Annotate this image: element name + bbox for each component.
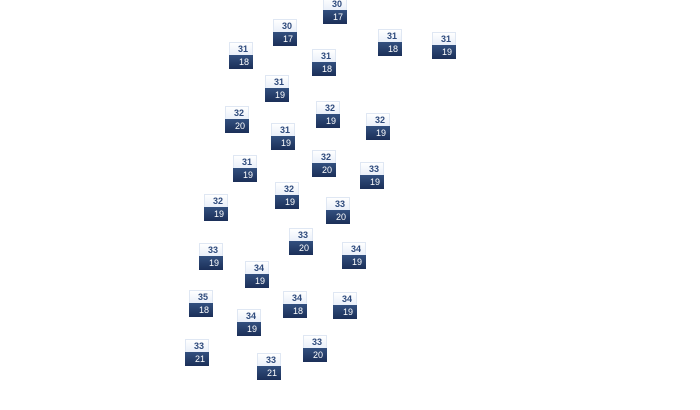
high-temperature: 34 [333, 292, 357, 305]
temperature-marker[interactable]: 32 19 [316, 101, 340, 129]
low-temperature: 19 [360, 175, 384, 189]
low-temperature: 18 [229, 55, 253, 69]
temperature-marker[interactable]: 33 20 [289, 228, 313, 256]
high-temperature: 30 [273, 19, 297, 32]
temperature-marker[interactable]: 32 19 [275, 182, 299, 210]
high-temperature: 31 [312, 49, 336, 62]
low-temperature: 17 [273, 32, 297, 46]
low-temperature: 21 [257, 366, 281, 380]
high-temperature: 31 [265, 75, 289, 88]
temperature-marker[interactable]: 33 21 [185, 339, 209, 367]
temperature-marker[interactable]: 31 19 [265, 75, 289, 103]
temperature-marker[interactable]: 33 19 [360, 162, 384, 190]
high-temperature: 32 [275, 182, 299, 195]
high-temperature: 32 [225, 106, 249, 119]
temperature-marker[interactable]: 31 19 [233, 155, 257, 183]
high-temperature: 33 [185, 339, 209, 352]
high-temperature: 33 [303, 335, 327, 348]
high-temperature: 31 [271, 123, 295, 136]
high-temperature: 31 [229, 42, 253, 55]
low-temperature: 20 [225, 119, 249, 133]
high-temperature: 34 [245, 261, 269, 274]
temperature-marker[interactable]: 32 20 [225, 106, 249, 134]
high-temperature: 31 [432, 32, 456, 45]
high-temperature: 32 [366, 113, 390, 126]
temperature-marker[interactable]: 34 19 [245, 261, 269, 289]
low-temperature: 19 [275, 195, 299, 209]
temperature-marker[interactable]: 32 20 [312, 150, 336, 178]
temperature-marker[interactable]: 31 18 [229, 42, 253, 70]
temperature-marker[interactable]: 34 18 [283, 291, 307, 319]
low-temperature: 19 [199, 256, 223, 270]
high-temperature: 35 [189, 290, 213, 303]
temperature-marker[interactable]: 33 21 [257, 353, 281, 381]
temperature-marker[interactable]: 34 19 [342, 242, 366, 270]
temperature-marker[interactable]: 33 19 [199, 243, 223, 271]
low-temperature: 19 [271, 136, 295, 150]
temperature-marker[interactable]: 30 17 [273, 19, 297, 47]
high-temperature: 32 [204, 194, 228, 207]
temperature-marker[interactable]: 35 18 [189, 290, 213, 318]
low-temperature: 17 [323, 10, 347, 24]
low-temperature: 20 [289, 241, 313, 255]
high-temperature: 32 [312, 150, 336, 163]
low-temperature: 19 [316, 114, 340, 128]
high-temperature: 32 [316, 101, 340, 114]
low-temperature: 18 [312, 62, 336, 76]
low-temperature: 19 [366, 126, 390, 140]
high-temperature: 34 [342, 242, 366, 255]
low-temperature: 20 [303, 348, 327, 362]
high-temperature: 33 [360, 162, 384, 175]
temperature-marker[interactable]: 33 20 [326, 197, 350, 225]
high-temperature: 31 [378, 29, 402, 42]
temperature-marker[interactable]: 32 19 [366, 113, 390, 141]
low-temperature: 19 [333, 305, 357, 319]
temperature-marker[interactable]: 31 19 [432, 32, 456, 60]
high-temperature: 33 [199, 243, 223, 256]
low-temperature: 21 [185, 352, 209, 366]
temperature-marker[interactable]: 31 18 [378, 29, 402, 57]
temperature-marker[interactable]: 30 17 [323, 0, 347, 25]
low-temperature: 19 [265, 88, 289, 102]
temperature-marker[interactable]: 33 20 [303, 335, 327, 363]
low-temperature: 18 [189, 303, 213, 317]
low-temperature: 19 [237, 322, 261, 336]
low-temperature: 18 [283, 304, 307, 318]
low-temperature: 19 [432, 45, 456, 59]
low-temperature: 18 [378, 42, 402, 56]
low-temperature: 20 [312, 163, 336, 177]
low-temperature: 20 [326, 210, 350, 224]
temperature-marker[interactable]: 32 19 [204, 194, 228, 222]
low-temperature: 19 [245, 274, 269, 288]
high-temperature: 30 [323, 0, 347, 10]
high-temperature: 34 [237, 309, 261, 322]
low-temperature: 19 [342, 255, 366, 269]
high-temperature: 33 [326, 197, 350, 210]
temperature-marker[interactable]: 31 18 [312, 49, 336, 77]
temperature-marker[interactable]: 31 19 [271, 123, 295, 151]
temperature-marker[interactable]: 34 19 [237, 309, 261, 337]
high-temperature: 33 [289, 228, 313, 241]
high-temperature: 34 [283, 291, 307, 304]
high-temperature: 31 [233, 155, 257, 168]
low-temperature: 19 [204, 207, 228, 221]
low-temperature: 19 [233, 168, 257, 182]
temperature-marker[interactable]: 34 19 [333, 292, 357, 320]
high-temperature: 33 [257, 353, 281, 366]
